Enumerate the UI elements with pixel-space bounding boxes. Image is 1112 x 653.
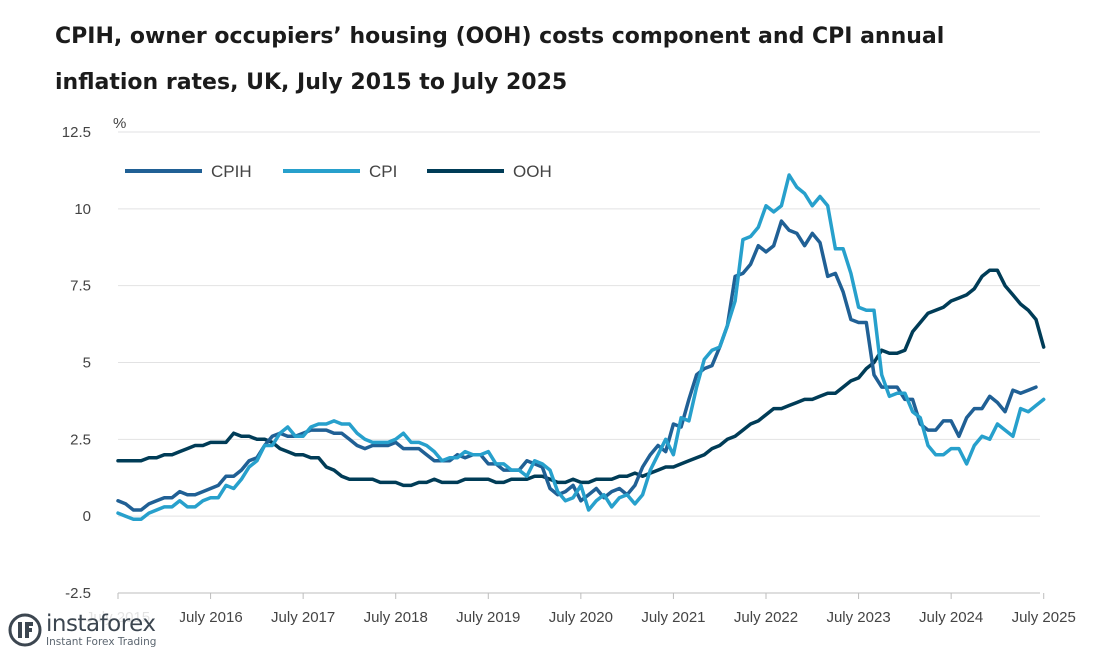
x-tick-label: July 2024 xyxy=(919,609,983,626)
chart-title: CPIH, owner occupiers’ housing (OOH) cos… xyxy=(55,24,945,95)
watermark-tagline: Instant Forex Trading xyxy=(46,635,157,648)
y-tick-label: 12.5 xyxy=(62,124,91,141)
watermark-name: instaforex xyxy=(46,610,156,637)
series-line-ooh xyxy=(116,268,1046,488)
y-tick-label: 7.5 xyxy=(70,278,91,295)
y-tick-label: 0 xyxy=(83,508,91,525)
x-tick-label: July 2020 xyxy=(549,609,613,626)
x-tick-label: July 2025 xyxy=(1012,609,1076,626)
series-line-cpi xyxy=(116,173,1046,521)
gridlines xyxy=(118,131,1040,594)
x-tick-label: July 2016 xyxy=(178,609,242,626)
x-tick-label: July 2017 xyxy=(271,609,335,626)
y-axis-tick-labels: -2.5 0 2.5 5 7.5 10 12.5 xyxy=(62,124,91,602)
legend-label-cpih: CPIH xyxy=(211,162,252,181)
watermark-logo: instaforex Instant Forex Trading xyxy=(0,606,180,653)
x-tick-label: July 2018 xyxy=(364,609,428,626)
x-tick-label: July 2021 xyxy=(641,609,705,626)
legend-label-ooh: OOH xyxy=(513,162,552,181)
legend-label-cpi: CPI xyxy=(369,162,397,181)
y-tick-label: 10 xyxy=(74,201,91,218)
y-tick-label: 2.5 xyxy=(70,431,91,448)
y-tick-label: 5 xyxy=(83,355,91,372)
y-axis-unit-label: % xyxy=(113,115,126,132)
legend: CPIH CPI OOH xyxy=(125,162,552,181)
series-lines xyxy=(116,173,1046,521)
series-line-cpih xyxy=(116,219,1038,512)
instaforex-logo-icon xyxy=(8,613,42,646)
x-tick-label: July 2023 xyxy=(826,609,890,626)
x-tick-label: July 2019 xyxy=(456,609,520,626)
x-tick-label: July 2022 xyxy=(734,609,798,626)
y-tick-label: -2.5 xyxy=(65,585,91,602)
